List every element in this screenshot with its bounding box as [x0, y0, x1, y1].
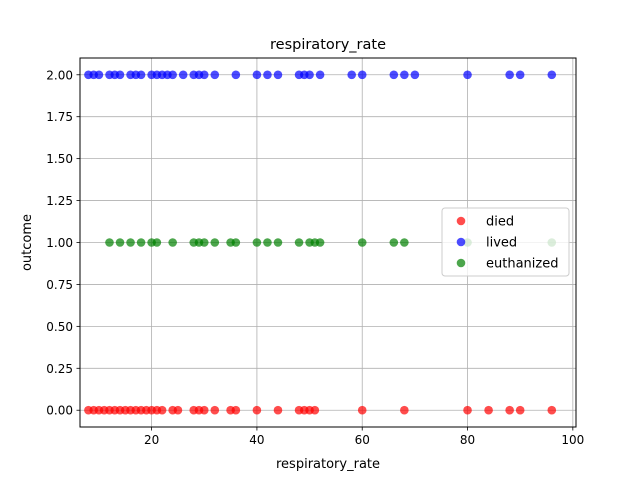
- data-point-died: [273, 405, 283, 415]
- chart-title: respiratory_rate: [270, 37, 386, 53]
- legend-marker-died: [456, 216, 466, 226]
- y-axis-label: outcome: [20, 214, 35, 271]
- data-point-euthanized: [210, 238, 220, 247]
- data-point-euthanized: [252, 238, 262, 247]
- y-tick-label: 0.75: [46, 278, 73, 292]
- data-point-lived: [273, 70, 283, 80]
- data-point-lived: [178, 70, 188, 80]
- y-tick-label: 0.00: [46, 404, 73, 418]
- legend-marker-lived: [456, 237, 466, 247]
- data-point-died: [463, 405, 472, 415]
- data-point-euthanized: [231, 238, 241, 247]
- data-point-euthanized: [152, 238, 162, 247]
- legend-box: [441, 207, 570, 277]
- x-tick-label: 20: [144, 433, 159, 447]
- data-point-lived: [263, 70, 272, 80]
- data-point-lived: [94, 70, 104, 80]
- data-point-euthanized: [315, 238, 325, 247]
- data-point-lived: [199, 70, 209, 80]
- x-tick-label: 80: [460, 433, 475, 447]
- data-point-lived: [231, 70, 241, 80]
- y-tick-label: 1.75: [46, 110, 73, 124]
- data-point-lived: [347, 70, 356, 80]
- data-point-euthanized: [357, 238, 367, 247]
- data-point-died: [173, 405, 183, 415]
- data-point-euthanized: [263, 238, 272, 247]
- y-tick-label: 2.00: [46, 68, 73, 82]
- data-point-euthanized: [168, 238, 177, 247]
- data-point-euthanized: [136, 238, 146, 247]
- data-point-lived: [252, 70, 262, 80]
- data-point-died: [505, 405, 514, 415]
- data-point-euthanized: [126, 238, 135, 247]
- data-point-died: [157, 405, 167, 415]
- data-point-lived: [463, 70, 472, 80]
- data-point-euthanized: [273, 238, 283, 247]
- data-point-euthanized: [400, 238, 409, 247]
- x-axis-label: respiratory_rate: [276, 457, 380, 472]
- legend-label-lived: lived: [486, 236, 517, 251]
- y-tick-label: 1.00: [46, 236, 73, 250]
- legend-label-died: died: [486, 215, 514, 230]
- y-tick-label: 1.25: [46, 194, 73, 208]
- data-point-died: [515, 405, 525, 415]
- axis-ticks: 20 40 60 80 100 0.00 0.25 0.50 0.75 1.00 1.25 1.50 1…: [46, 68, 584, 447]
- data-point-lived: [400, 70, 409, 80]
- data-point-died: [547, 405, 557, 415]
- data-point-lived: [115, 70, 125, 80]
- data-point-lived: [210, 70, 220, 80]
- data-point-died: [231, 405, 241, 415]
- data-point-lived: [357, 70, 367, 80]
- data-point-euthanized: [115, 238, 125, 247]
- data-point-euthanized: [105, 238, 114, 247]
- x-tick-label: 40: [249, 433, 264, 447]
- data-point-lived: [315, 70, 325, 80]
- y-tick-label: 0.25: [46, 362, 73, 376]
- data-point-lived: [505, 70, 514, 80]
- legend: died lived euthanized: [441, 207, 570, 277]
- data-point-lived: [389, 70, 399, 80]
- legend-marker-euthanized: [456, 258, 466, 268]
- data-point-lived: [168, 70, 177, 80]
- data-point-died: [210, 405, 220, 415]
- data-point-died: [252, 405, 262, 415]
- data-point-died: [400, 405, 409, 415]
- data-point-euthanized: [389, 238, 399, 247]
- data-point-euthanized: [199, 238, 209, 247]
- data-point-lived: [515, 70, 525, 80]
- x-tick-label: 100: [561, 433, 584, 447]
- data-point-died: [199, 405, 209, 415]
- data-point-lived: [547, 70, 557, 80]
- data-point-died: [357, 405, 367, 415]
- y-tick-label: 1.50: [46, 152, 73, 166]
- y-tick-label: 0.50: [46, 320, 73, 334]
- data-point-lived: [305, 70, 314, 80]
- data-point-lived: [410, 70, 420, 80]
- data-point-died: [310, 405, 320, 415]
- data-point-lived: [136, 70, 146, 80]
- x-tick-label: 60: [355, 433, 370, 447]
- legend-label-euthanized: euthanized: [486, 257, 558, 272]
- data-point-euthanized: [294, 238, 304, 247]
- data-point-died: [484, 405, 493, 415]
